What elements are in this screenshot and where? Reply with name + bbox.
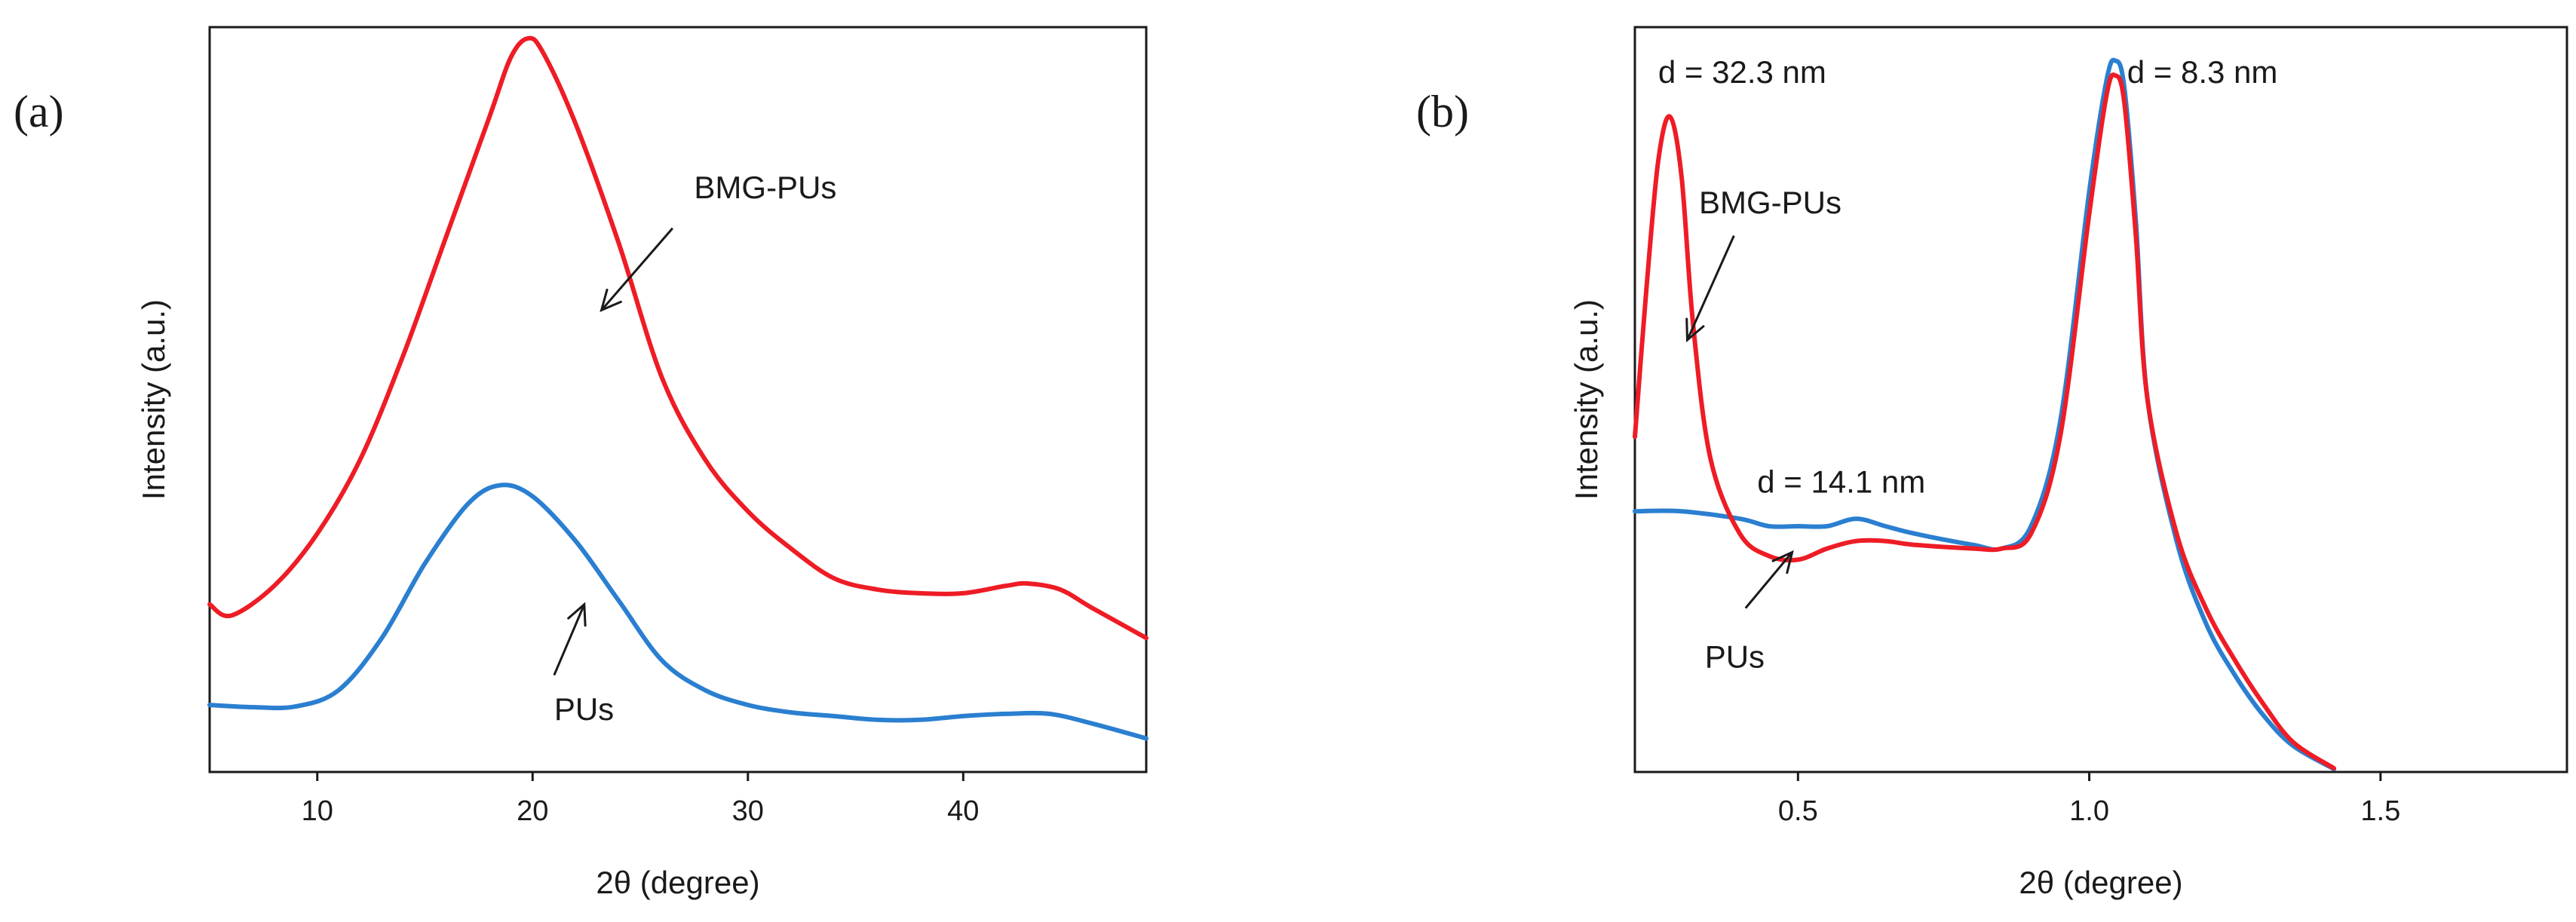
x-tick-label: 20 (517, 795, 548, 827)
plot-frame (1633, 26, 2568, 773)
annotation-arrow-head (567, 602, 587, 627)
chart-panel-b: (b) 0.5 1.0 1.5 2θ (degree) Intensity (a.u.) d… (1416, 26, 2568, 900)
annotation-label: BMG-PUs (1699, 185, 1842, 220)
series-line-bmg-pus (1633, 72, 2336, 771)
y-axis-label: Intensity (a.u.) (136, 299, 171, 500)
x-axis-label: 2θ (degree) (596, 865, 759, 900)
annotation-arrow-shaft (1744, 551, 1793, 609)
annotation-label: BMG-PUs (694, 170, 836, 205)
annotation-arrow-head (1771, 550, 1794, 574)
series-line-bmg-pus (207, 35, 1148, 641)
x-tick-label: 30 (732, 795, 764, 827)
x-axis-label: 2θ (degree) (2019, 865, 2182, 900)
plot-frame (208, 26, 1148, 773)
annotation-arrow-shaft (600, 227, 673, 311)
annotation-arrow-head (1685, 317, 1705, 343)
annotation-label: PUs (554, 691, 614, 727)
series-line-pus (1633, 57, 2336, 771)
chart-panel-a: (a) 10 20 30 40 2θ (degree) Intensity (a.u.) BM… (14, 26, 1148, 900)
x-tick-label: 10 (302, 795, 333, 827)
x-tick-label: 40 (947, 795, 979, 827)
x-tick-label: 1.0 (2069, 795, 2109, 827)
x-tick-label: 0.5 (1778, 795, 1818, 827)
annotation-arrow-head (600, 288, 622, 312)
annotation-label: d = 14.1 nm (1757, 464, 1925, 500)
annotation-label: d = 32.3 nm (1658, 54, 1826, 90)
annotation-label: d = 8.3 nm (2127, 54, 2278, 90)
panel-label: (b) (1416, 87, 1469, 136)
y-axis-label: Intensity (a.u.) (1569, 299, 1604, 500)
x-tick-label: 1.5 (2360, 795, 2400, 827)
panel-label: (a) (14, 87, 64, 136)
annotation-arrow-shaft (553, 604, 586, 676)
series-line-pus (207, 482, 1148, 741)
annotation-label: PUs (1705, 639, 1765, 675)
annotation-arrow-shaft (1686, 235, 1735, 341)
